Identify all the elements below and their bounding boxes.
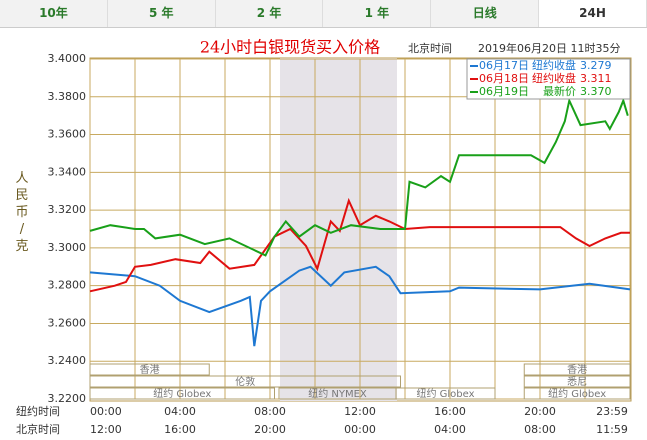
y-tick-label: 3.3200 — [48, 203, 87, 216]
y-tick-label: 3.3800 — [48, 90, 87, 103]
session-band — [523, 363, 631, 376]
x-tick-label: 12:00 — [344, 405, 376, 418]
tab[interactable]: 日线 — [431, 0, 540, 27]
tab[interactable]: 10年 — [0, 0, 108, 27]
y-tick-label: 3.4000 — [48, 52, 87, 65]
y-tick-label: 3.3600 — [48, 128, 87, 141]
legend-box — [466, 58, 631, 100]
tab[interactable]: 1 年 — [323, 0, 432, 27]
x-tick-label: 00:00 — [90, 405, 122, 418]
timestamp: 2019年06月20日 11时35分 — [478, 41, 620, 55]
session-band — [395, 387, 496, 400]
x2-tick-label: 16:00 — [164, 423, 196, 436]
y-axis-label: 人民币/克 — [15, 171, 28, 254]
legend-value: 3.279 — [580, 59, 612, 72]
legend-name: 06月17日 — [479, 59, 529, 72]
y-tick-label: 3.3400 — [48, 165, 87, 178]
session-band — [523, 387, 631, 400]
x-tick-label: 16:00 — [434, 405, 466, 418]
session-label: 纽约 Globex — [548, 387, 606, 400]
legend-name: 06月19日 — [479, 85, 529, 98]
x-tick-label: 20:00 — [524, 405, 556, 418]
series-line — [89, 265, 631, 347]
legend-note: 纽约收盘 — [532, 58, 576, 72]
session-label: 悉尼 — [567, 376, 587, 388]
chart: 24小时白银现货买入价格 北京时间 2019年06月20日 11时35分 3.2… — [15, 38, 632, 436]
x2-tick-label: 04:00 — [434, 423, 466, 436]
series-line — [89, 197, 630, 293]
tab[interactable]: 24H — [539, 0, 647, 27]
x2-tick-label: 20:00 — [254, 423, 286, 436]
x2-tick-label: 12:00 — [90, 423, 122, 436]
x-row-label: 纽约时间 — [16, 404, 60, 418]
x-row-label: 北京时间 — [16, 422, 60, 436]
session-label: 纽约 NYMEX — [308, 387, 367, 400]
tab[interactable]: 2 年 — [216, 0, 324, 27]
legend-note: 纽约收盘 — [532, 71, 576, 85]
x-tick-label: 04:00 — [164, 405, 196, 418]
x-tick-label: 08:00 — [254, 405, 286, 418]
session-band — [89, 375, 401, 388]
series-line — [89, 97, 629, 257]
x2-tick-label: 08:00 — [524, 423, 556, 436]
legend-name: 06月18日 — [479, 72, 529, 85]
y-tick-label: 3.2600 — [48, 316, 87, 329]
session-label: 香港 — [140, 364, 160, 376]
y-tick-label: 3.2800 — [48, 279, 87, 292]
x2-tick-label: 00:00 — [344, 423, 376, 436]
time-label: 北京时间 — [408, 41, 452, 55]
legend-value: 3.370 — [580, 85, 612, 98]
session-label: 香港 — [567, 364, 587, 376]
session-label: 纽约 Globex — [153, 387, 211, 400]
x2-tick-label: 11:59 — [596, 423, 628, 436]
session-band — [89, 387, 275, 400]
legend-note: 最新价 — [543, 84, 576, 98]
legend-value: 3.311 — [580, 72, 612, 85]
session-band — [523, 375, 631, 388]
x-tick-label: 23:59 — [596, 405, 628, 418]
y-tick-label: 3.2200 — [48, 392, 87, 405]
session-label: 纽约 Globex — [416, 387, 474, 400]
session-band — [89, 363, 210, 376]
session-label: 伦敦 — [235, 375, 255, 388]
y-tick-label: 3.3000 — [48, 241, 87, 254]
chart-title: 24小时白银现货买入价格 — [200, 38, 380, 57]
tab[interactable]: 5 年 — [108, 0, 216, 27]
y-tick-label: 3.2400 — [48, 354, 87, 367]
